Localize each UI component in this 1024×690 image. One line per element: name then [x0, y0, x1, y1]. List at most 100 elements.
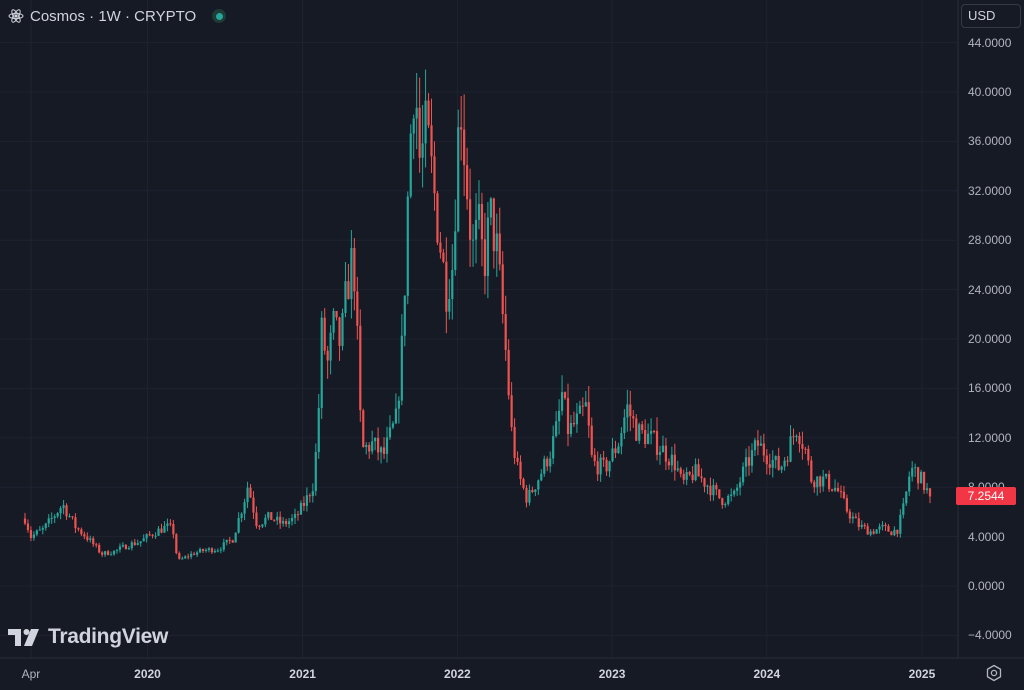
y-tick-label: 12.0000: [968, 430, 1012, 445]
candle-body: [210, 548, 214, 553]
candle-body: [676, 468, 679, 471]
candle-body: [273, 519, 276, 521]
currency-button[interactable]: USD: [961, 4, 1021, 28]
candle-body: [350, 248, 353, 300]
candle-body: [575, 413, 579, 425]
candle-body: [368, 445, 371, 452]
candle-body: [198, 549, 202, 553]
candle-body: [121, 544, 125, 547]
candle-body: [44, 523, 47, 529]
candle-body: [513, 427, 516, 458]
chart-header: Cosmos · 1W · CRYPTO: [8, 5, 227, 27]
tradingview-logo[interactable]: TradingView: [8, 625, 168, 649]
candle-body: [810, 460, 813, 482]
candle-body: [504, 314, 507, 350]
candle-body: [101, 552, 104, 555]
candle-body: [540, 473, 543, 481]
candle-body: [267, 512, 270, 518]
candle-body: [92, 538, 95, 545]
candle-body: [371, 441, 374, 452]
candle-body: [730, 494, 733, 496]
candle-body: [314, 452, 317, 492]
candle-body: [332, 310, 335, 333]
candle-body: [851, 516, 854, 519]
candle-body: [136, 543, 139, 545]
candle-body: [353, 248, 356, 292]
candle-body: [190, 553, 193, 557]
candle-body: [641, 424, 644, 430]
candle-body: [670, 454, 673, 466]
candle-body: [652, 430, 656, 432]
candle-body: [893, 529, 896, 536]
candle-body: [863, 524, 866, 527]
candle-body: [106, 551, 110, 555]
candle-body: [587, 402, 590, 426]
candle-body: [928, 488, 932, 497]
candle-body: [661, 445, 665, 453]
candle-body: [896, 529, 899, 534]
symbol-title[interactable]: Cosmos · 1W · CRYPTO: [30, 7, 197, 25]
candle-body: [816, 476, 819, 488]
candle-body: [673, 454, 676, 471]
candle-body: [495, 233, 498, 252]
y-tick-label: 0.0000: [968, 579, 1005, 593]
candle-body: [632, 416, 635, 419]
candle-body: [175, 534, 178, 554]
candle-body: [644, 429, 647, 445]
candle-body: [112, 550, 116, 555]
candle-body: [664, 445, 668, 462]
candle-body: [362, 410, 365, 448]
candle-body: [925, 488, 929, 491]
candle-body: [839, 491, 843, 493]
candle-body: [477, 203, 481, 220]
candle-body: [922, 471, 926, 491]
candle-body: [439, 242, 442, 253]
candle-body: [157, 528, 160, 536]
candle-body: [317, 407, 320, 453]
candle-body: [887, 526, 890, 532]
candle-body: [830, 489, 834, 491]
candle-body: [104, 551, 107, 555]
candle-body: [700, 476, 703, 479]
candle-body: [293, 514, 297, 518]
candle-body: [418, 107, 421, 158]
candle-body: [712, 485, 715, 496]
candle-body: [436, 193, 439, 243]
candle-body: [765, 455, 768, 465]
candle-body: [299, 502, 303, 515]
candle-body: [833, 487, 837, 491]
candle-body: [412, 118, 415, 134]
candle-body: [240, 513, 243, 518]
candle-body: [492, 198, 495, 252]
candle-body: [225, 539, 228, 543]
candle-body: [813, 481, 816, 488]
candle-body: [32, 534, 36, 538]
candle-body: [792, 436, 795, 438]
candle-body: [854, 516, 857, 519]
candle-body: [329, 332, 332, 361]
candle-body: [836, 487, 840, 492]
candle-body: [279, 516, 282, 524]
candle-body: [166, 523, 169, 526]
logo-text: TradingView: [48, 625, 169, 648]
candle-body: [109, 554, 113, 556]
candle-body: [290, 517, 294, 522]
candle-body: [320, 317, 323, 408]
candle-body: [718, 489, 721, 499]
candle-body: [614, 448, 617, 454]
gear-icon[interactable]: [985, 664, 1003, 682]
candle-body: [460, 127, 463, 130]
x-tick-label: 2024: [753, 667, 781, 681]
candle-body: [566, 398, 570, 434]
candle-body: [98, 544, 101, 553]
candle-body: [424, 100, 427, 144]
y-tick-label: 28.0000: [968, 233, 1012, 248]
candle-body: [721, 498, 724, 506]
candle-body: [148, 534, 151, 536]
candle-body: [41, 528, 44, 530]
candle-body: [498, 233, 501, 265]
candle-body: [184, 556, 187, 559]
candle-body: [29, 530, 33, 538]
candle-body: [287, 521, 291, 525]
